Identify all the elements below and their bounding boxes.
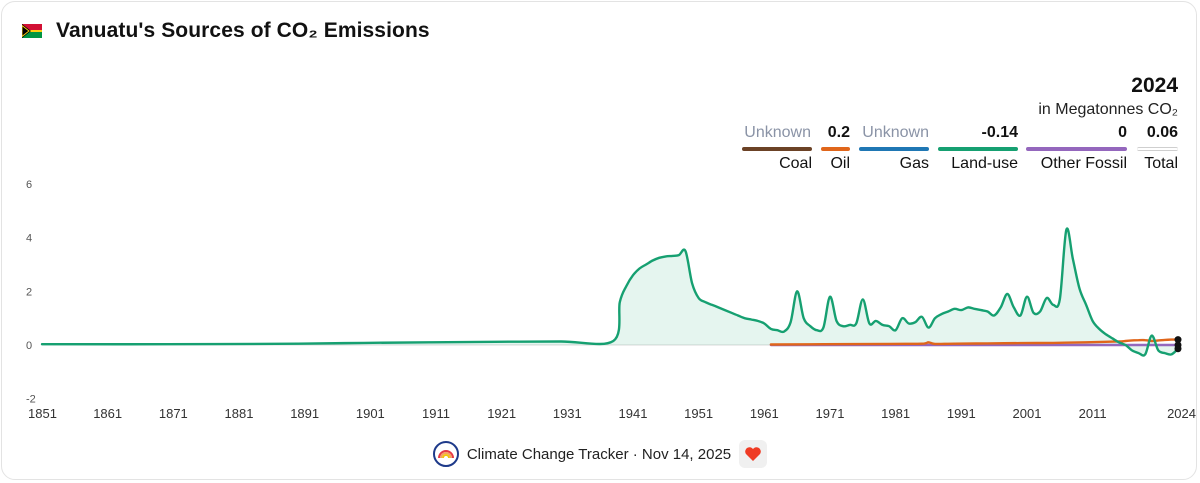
chart-title: Vanuatu's Sources of CO₂ Emissions: [56, 19, 430, 42]
x-tick-label: 2011: [1079, 406, 1107, 421]
x-tick-label: 1891: [290, 406, 319, 421]
x-tick-label: 1961: [750, 406, 779, 421]
vanuatu-flag-icon: [22, 24, 42, 38]
x-tick-label: 1951: [684, 406, 713, 421]
x-tick-label: 1941: [619, 406, 648, 421]
x-tick-label: 2001: [1013, 406, 1042, 421]
x-tick-label: 1871: [159, 406, 188, 421]
y-tick-label: -2: [26, 394, 36, 406]
x-tick-label: 2024: [1167, 406, 1196, 421]
series-area-land-use: [42, 228, 1178, 356]
legend-unit: in Megatonnes CO₂: [1038, 101, 1178, 118]
heart-button[interactable]: [739, 440, 768, 468]
series-end-marker: [1174, 336, 1182, 344]
legend-landuse-value: -0.14: [981, 124, 1018, 141]
legend-gas-name[interactable]: Gas: [899, 155, 929, 172]
x-tick-label: 1851: [28, 406, 57, 421]
legend-oil-swatch: [821, 147, 850, 151]
legend-otherfossil-name[interactable]: Other Fossil: [1040, 155, 1127, 172]
legend-total-name[interactable]: Total: [1144, 155, 1178, 172]
series-end-marker: [1174, 341, 1182, 349]
footer: Climate Change Tracker · Nov 14, 2025: [0, 440, 1200, 471]
y-tick-label: 4: [26, 233, 32, 245]
series-line-land-use: [40, 227, 1180, 357]
legend-total-swatch: [1137, 147, 1178, 151]
legend-coal-value: Unknown: [744, 124, 811, 141]
x-tick-label: 1881: [225, 406, 254, 421]
x-tick-label: 1931: [553, 406, 582, 421]
legend-otherfossil-swatch: [1026, 147, 1127, 151]
legend-total-value: 0.06: [1146, 124, 1178, 141]
legend-landuse-swatch: [938, 147, 1018, 151]
x-tick-label: 1971: [816, 406, 845, 421]
x-tick-label: 1901: [356, 406, 385, 421]
legend-year: 2024: [1131, 74, 1178, 97]
legend-gas-value: Unknown: [862, 124, 929, 141]
legend-landuse-name[interactable]: Land-use: [951, 155, 1018, 172]
legend-gas-swatch: [859, 147, 929, 151]
x-tick-label: 1921: [487, 406, 516, 421]
x-tick-label: 1911: [422, 406, 450, 421]
heart-icon: [745, 447, 761, 461]
legend-coal-name[interactable]: Coal: [779, 155, 812, 172]
x-tick-label: 1991: [947, 406, 976, 421]
y-tick-label: 0: [26, 340, 32, 352]
rainbow-logo-icon[interactable]: [432, 441, 459, 467]
x-tick-label: 1861: [93, 406, 122, 421]
legend-oil-name[interactable]: Oil: [830, 155, 850, 172]
footer-credit[interactable]: Climate Change Tracker · Nov 14, 2025: [466, 445, 732, 463]
x-tick-label: 1981: [881, 406, 910, 421]
y-tick-label: 2: [26, 286, 32, 298]
legend-coal-swatch: [742, 147, 812, 151]
legend-otherfossil-value: 0: [1118, 124, 1127, 141]
legend-oil-value: 0.2: [827, 124, 850, 141]
y-tick-label: 6: [26, 179, 32, 191]
